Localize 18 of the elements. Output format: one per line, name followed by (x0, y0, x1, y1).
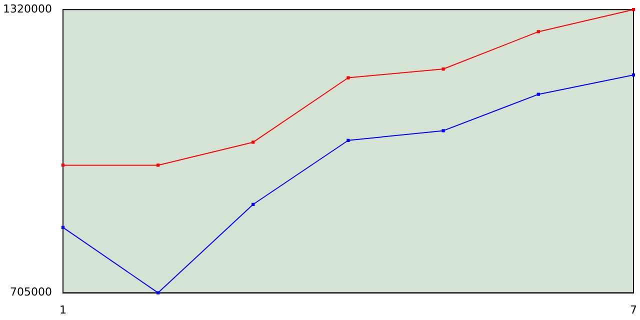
y-tick-label: 705000 (10, 286, 52, 299)
x-tick-label: 1 (59, 303, 66, 316)
x-tick-label: 7 (630, 303, 637, 316)
y-tick-label: 1320000 (2, 2, 52, 16)
point (156, 291, 160, 294)
point (632, 8, 636, 12)
point (346, 138, 350, 142)
point (61, 164, 65, 167)
point (632, 73, 636, 77)
point (442, 129, 445, 132)
point (156, 164, 160, 167)
point (536, 30, 540, 34)
point (252, 202, 255, 206)
point (252, 140, 255, 144)
point (346, 76, 350, 80)
point (536, 92, 540, 96)
point (442, 67, 445, 71)
point (61, 226, 65, 229)
